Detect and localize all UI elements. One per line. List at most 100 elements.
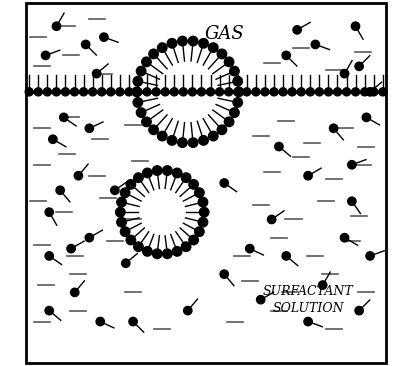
Circle shape bbox=[351, 22, 360, 30]
Circle shape bbox=[330, 124, 338, 132]
Circle shape bbox=[116, 208, 125, 217]
Circle shape bbox=[143, 88, 151, 96]
Circle shape bbox=[234, 88, 242, 96]
Circle shape bbox=[206, 88, 215, 96]
Circle shape bbox=[163, 249, 172, 258]
Circle shape bbox=[366, 88, 374, 96]
Circle shape bbox=[197, 88, 206, 96]
Circle shape bbox=[379, 88, 387, 96]
Circle shape bbox=[333, 88, 342, 96]
Circle shape bbox=[49, 135, 57, 143]
Circle shape bbox=[243, 88, 251, 96]
Circle shape bbox=[224, 57, 234, 67]
Circle shape bbox=[85, 234, 94, 242]
Circle shape bbox=[133, 173, 143, 182]
Circle shape bbox=[34, 88, 42, 96]
Circle shape bbox=[142, 117, 151, 127]
Circle shape bbox=[252, 88, 260, 96]
Circle shape bbox=[161, 88, 169, 96]
Circle shape bbox=[179, 88, 187, 96]
Text: GAS: GAS bbox=[204, 25, 244, 42]
Circle shape bbox=[129, 317, 137, 326]
Circle shape bbox=[220, 179, 228, 187]
Circle shape bbox=[348, 197, 356, 205]
Circle shape bbox=[61, 88, 70, 96]
Circle shape bbox=[136, 108, 146, 117]
Circle shape bbox=[194, 227, 204, 236]
Circle shape bbox=[172, 247, 182, 256]
Circle shape bbox=[198, 217, 208, 227]
Circle shape bbox=[52, 88, 61, 96]
Circle shape bbox=[132, 87, 141, 97]
Circle shape bbox=[233, 76, 242, 86]
Circle shape bbox=[234, 87, 243, 97]
Circle shape bbox=[143, 247, 152, 256]
Circle shape bbox=[126, 235, 136, 245]
Circle shape bbox=[116, 88, 124, 96]
Circle shape bbox=[134, 88, 142, 96]
Circle shape bbox=[125, 88, 133, 96]
Circle shape bbox=[189, 180, 198, 189]
Circle shape bbox=[355, 62, 363, 71]
Circle shape bbox=[229, 66, 239, 76]
Circle shape bbox=[306, 88, 314, 96]
Circle shape bbox=[225, 88, 233, 96]
Circle shape bbox=[178, 36, 187, 46]
Circle shape bbox=[188, 36, 198, 46]
Circle shape bbox=[52, 22, 61, 30]
Circle shape bbox=[96, 317, 104, 326]
Circle shape bbox=[89, 88, 97, 96]
Circle shape bbox=[220, 270, 228, 278]
Circle shape bbox=[194, 188, 204, 197]
Circle shape bbox=[351, 88, 360, 96]
Circle shape bbox=[282, 51, 290, 60]
Circle shape bbox=[215, 88, 224, 96]
Circle shape bbox=[117, 197, 126, 207]
Circle shape bbox=[217, 49, 227, 59]
Circle shape bbox=[288, 88, 296, 96]
Circle shape bbox=[41, 51, 50, 60]
Circle shape bbox=[167, 38, 177, 48]
Circle shape bbox=[152, 249, 162, 258]
Circle shape bbox=[233, 98, 242, 107]
Circle shape bbox=[120, 227, 130, 236]
Circle shape bbox=[43, 88, 52, 96]
Circle shape bbox=[181, 173, 191, 182]
Circle shape bbox=[25, 88, 33, 96]
Circle shape bbox=[229, 108, 239, 117]
Circle shape bbox=[111, 186, 119, 194]
Circle shape bbox=[45, 252, 54, 260]
Circle shape bbox=[82, 40, 90, 49]
Circle shape bbox=[355, 306, 363, 315]
Circle shape bbox=[126, 180, 136, 189]
Circle shape bbox=[157, 131, 167, 141]
Circle shape bbox=[92, 70, 101, 78]
Circle shape bbox=[184, 306, 192, 315]
Circle shape bbox=[170, 88, 178, 96]
Circle shape bbox=[315, 88, 323, 96]
Circle shape bbox=[293, 26, 301, 34]
Circle shape bbox=[80, 88, 88, 96]
Text: SURFACTANT
SOLUTION: SURFACTANT SOLUTION bbox=[263, 285, 353, 315]
Circle shape bbox=[188, 88, 197, 96]
Circle shape bbox=[360, 88, 369, 96]
Circle shape bbox=[189, 235, 198, 245]
Circle shape bbox=[362, 113, 371, 122]
Circle shape bbox=[246, 244, 254, 253]
Circle shape bbox=[324, 88, 332, 96]
Circle shape bbox=[342, 88, 351, 96]
Circle shape bbox=[45, 306, 54, 315]
Circle shape bbox=[279, 88, 287, 96]
Circle shape bbox=[282, 252, 290, 260]
Circle shape bbox=[98, 88, 106, 96]
Circle shape bbox=[74, 172, 82, 180]
Circle shape bbox=[133, 242, 143, 251]
Circle shape bbox=[304, 317, 312, 326]
Circle shape bbox=[199, 38, 208, 48]
Circle shape bbox=[224, 117, 234, 127]
Circle shape bbox=[340, 70, 349, 78]
Circle shape bbox=[208, 131, 218, 141]
Circle shape bbox=[56, 186, 64, 194]
Circle shape bbox=[275, 142, 283, 151]
Circle shape bbox=[172, 168, 182, 178]
